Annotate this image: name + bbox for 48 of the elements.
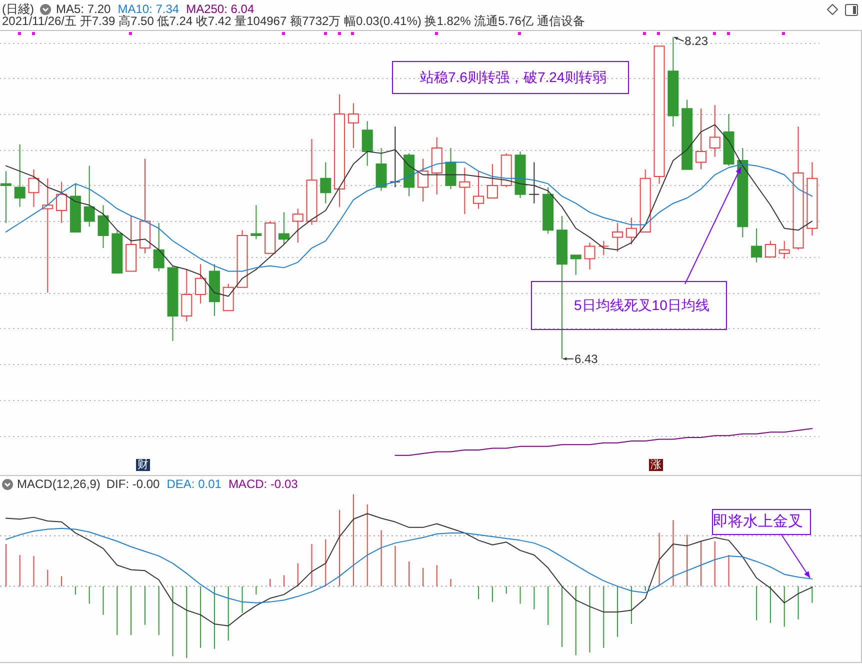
candlestick [598,240,609,256]
candlestick [194,264,206,304]
candlestick [708,104,720,158]
annotation: 5日均线死叉10日均线 [574,296,710,314]
candlestick [28,168,39,208]
candlestick [361,120,372,166]
candlestick [528,162,540,204]
candlestick [14,144,25,208]
text: DEA: 0.01 [166,477,222,491]
candlestick [612,222,623,252]
chart-title: (日綫) [2,0,34,16]
candlestick [764,240,776,258]
candlestick [472,170,484,210]
candlestick [152,222,164,272]
text: DIF: -0.00 [106,477,160,491]
candlestick [584,242,595,270]
candlestick [778,240,790,260]
chart-title: MACD(12,26,9) [17,477,100,491]
candlestick [375,147,386,192]
annotation: 6.43 [574,352,598,366]
candlestick [222,283,234,312]
candlestick [278,212,289,245]
annotation: 涨 [649,459,663,471]
candlestick [416,158,428,202]
candlestick [625,217,636,245]
candlestick [97,204,108,249]
text: MACD: -0.03 [228,477,298,491]
candlestick [750,228,762,263]
annotation: 8.23 [684,34,708,48]
candlestick [486,164,498,198]
candlestick [570,254,581,276]
annotation: 站稳7.6则转强，破7.24则转弱 [420,68,607,86]
candlestick [292,208,303,244]
annotation: 财 [136,459,150,471]
candlestick [347,102,358,148]
candlestick [56,181,67,224]
candlestick [320,162,331,204]
candlestick [458,167,470,215]
candlestick [694,108,706,170]
candlestick [83,165,94,228]
candlestick [180,268,192,322]
text: MA10: 7.34 [118,2,180,16]
text: MA5: 7.20 [56,2,111,16]
candlestick [0,170,11,224]
candlestick [444,147,456,190]
candlestick [250,204,262,240]
text: MA250: 6.04 [186,2,254,16]
annotation: 即将水上金叉 [713,512,803,531]
